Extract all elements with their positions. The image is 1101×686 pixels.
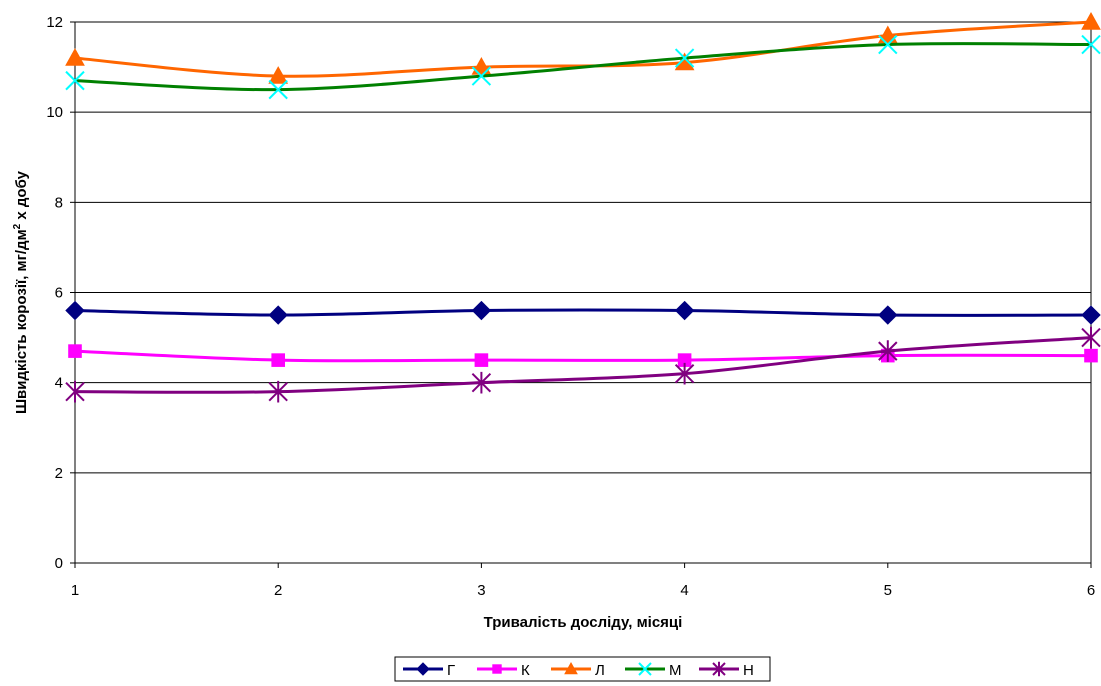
legend-entry: Л [551,661,605,679]
data-point [471,300,492,321]
legend-marker [638,662,652,676]
x-axis-title: Тривалість досліду, місяці [484,614,683,631]
x-tick-label: 1 [71,582,79,599]
series-line [74,42,1092,92]
data-point [65,300,85,321]
y-tick-label: 10 [46,104,63,121]
data-point [65,380,85,403]
legend-marker [712,661,726,677]
data-point [268,305,288,325]
series-1 [65,300,1101,325]
y-tick-label: 6 [55,285,63,302]
legend-entry: Г [403,662,455,679]
data-point [674,362,695,385]
series-4 [65,34,1101,100]
series-2 [68,344,1098,367]
data-point [65,70,85,91]
data-point [1081,305,1101,325]
data-point [268,380,288,403]
data-point [471,66,492,86]
data-point [1081,326,1101,349]
legend-label: К [521,662,530,679]
y-tick-label: 2 [55,465,63,482]
data-point [271,353,285,367]
x-tick-label: 2 [274,582,282,599]
y-tick-label: 12 [46,14,63,31]
data-point [1084,348,1098,363]
legend-marker [564,661,578,675]
series-3 [65,11,1101,84]
y-tick-label: 4 [55,375,63,392]
data-point [878,34,898,55]
x-tick-label: 4 [680,582,688,599]
data-point [268,79,288,100]
data-point [1081,11,1101,30]
data-point [674,48,695,68]
data-point [878,340,898,362]
data-point [1081,34,1101,55]
x-tick-label: 5 [884,582,892,599]
y-axis-title: Швидкість корозії, мг/дм2 х добу [12,170,30,414]
series-layer [65,11,1101,403]
x-tick-label: 6 [1087,582,1095,599]
data-point [68,344,82,358]
series-5 [65,326,1101,403]
legend-label: Л [595,662,605,679]
data-point [674,300,695,321]
legend-entry: К [477,662,530,679]
data-point [268,66,289,84]
x-tick-label: 3 [477,582,485,599]
legend-entry: М [625,662,682,679]
series-line [74,349,1092,363]
series-line [74,308,1092,317]
gridlines [75,111,1091,474]
data-point [471,371,492,394]
legend-marker [416,662,430,676]
legend-entry: Н [699,661,754,679]
legend-marker [492,664,502,674]
data-point [65,48,85,66]
legend-label: М [669,662,682,679]
legend-label: Г [447,662,455,679]
data-point [474,353,489,367]
legend-label: Н [743,662,754,679]
y-tick-label: 0 [55,555,63,572]
y-tick-label: 8 [55,194,63,211]
data-point [878,305,898,325]
series-line [74,336,1092,394]
